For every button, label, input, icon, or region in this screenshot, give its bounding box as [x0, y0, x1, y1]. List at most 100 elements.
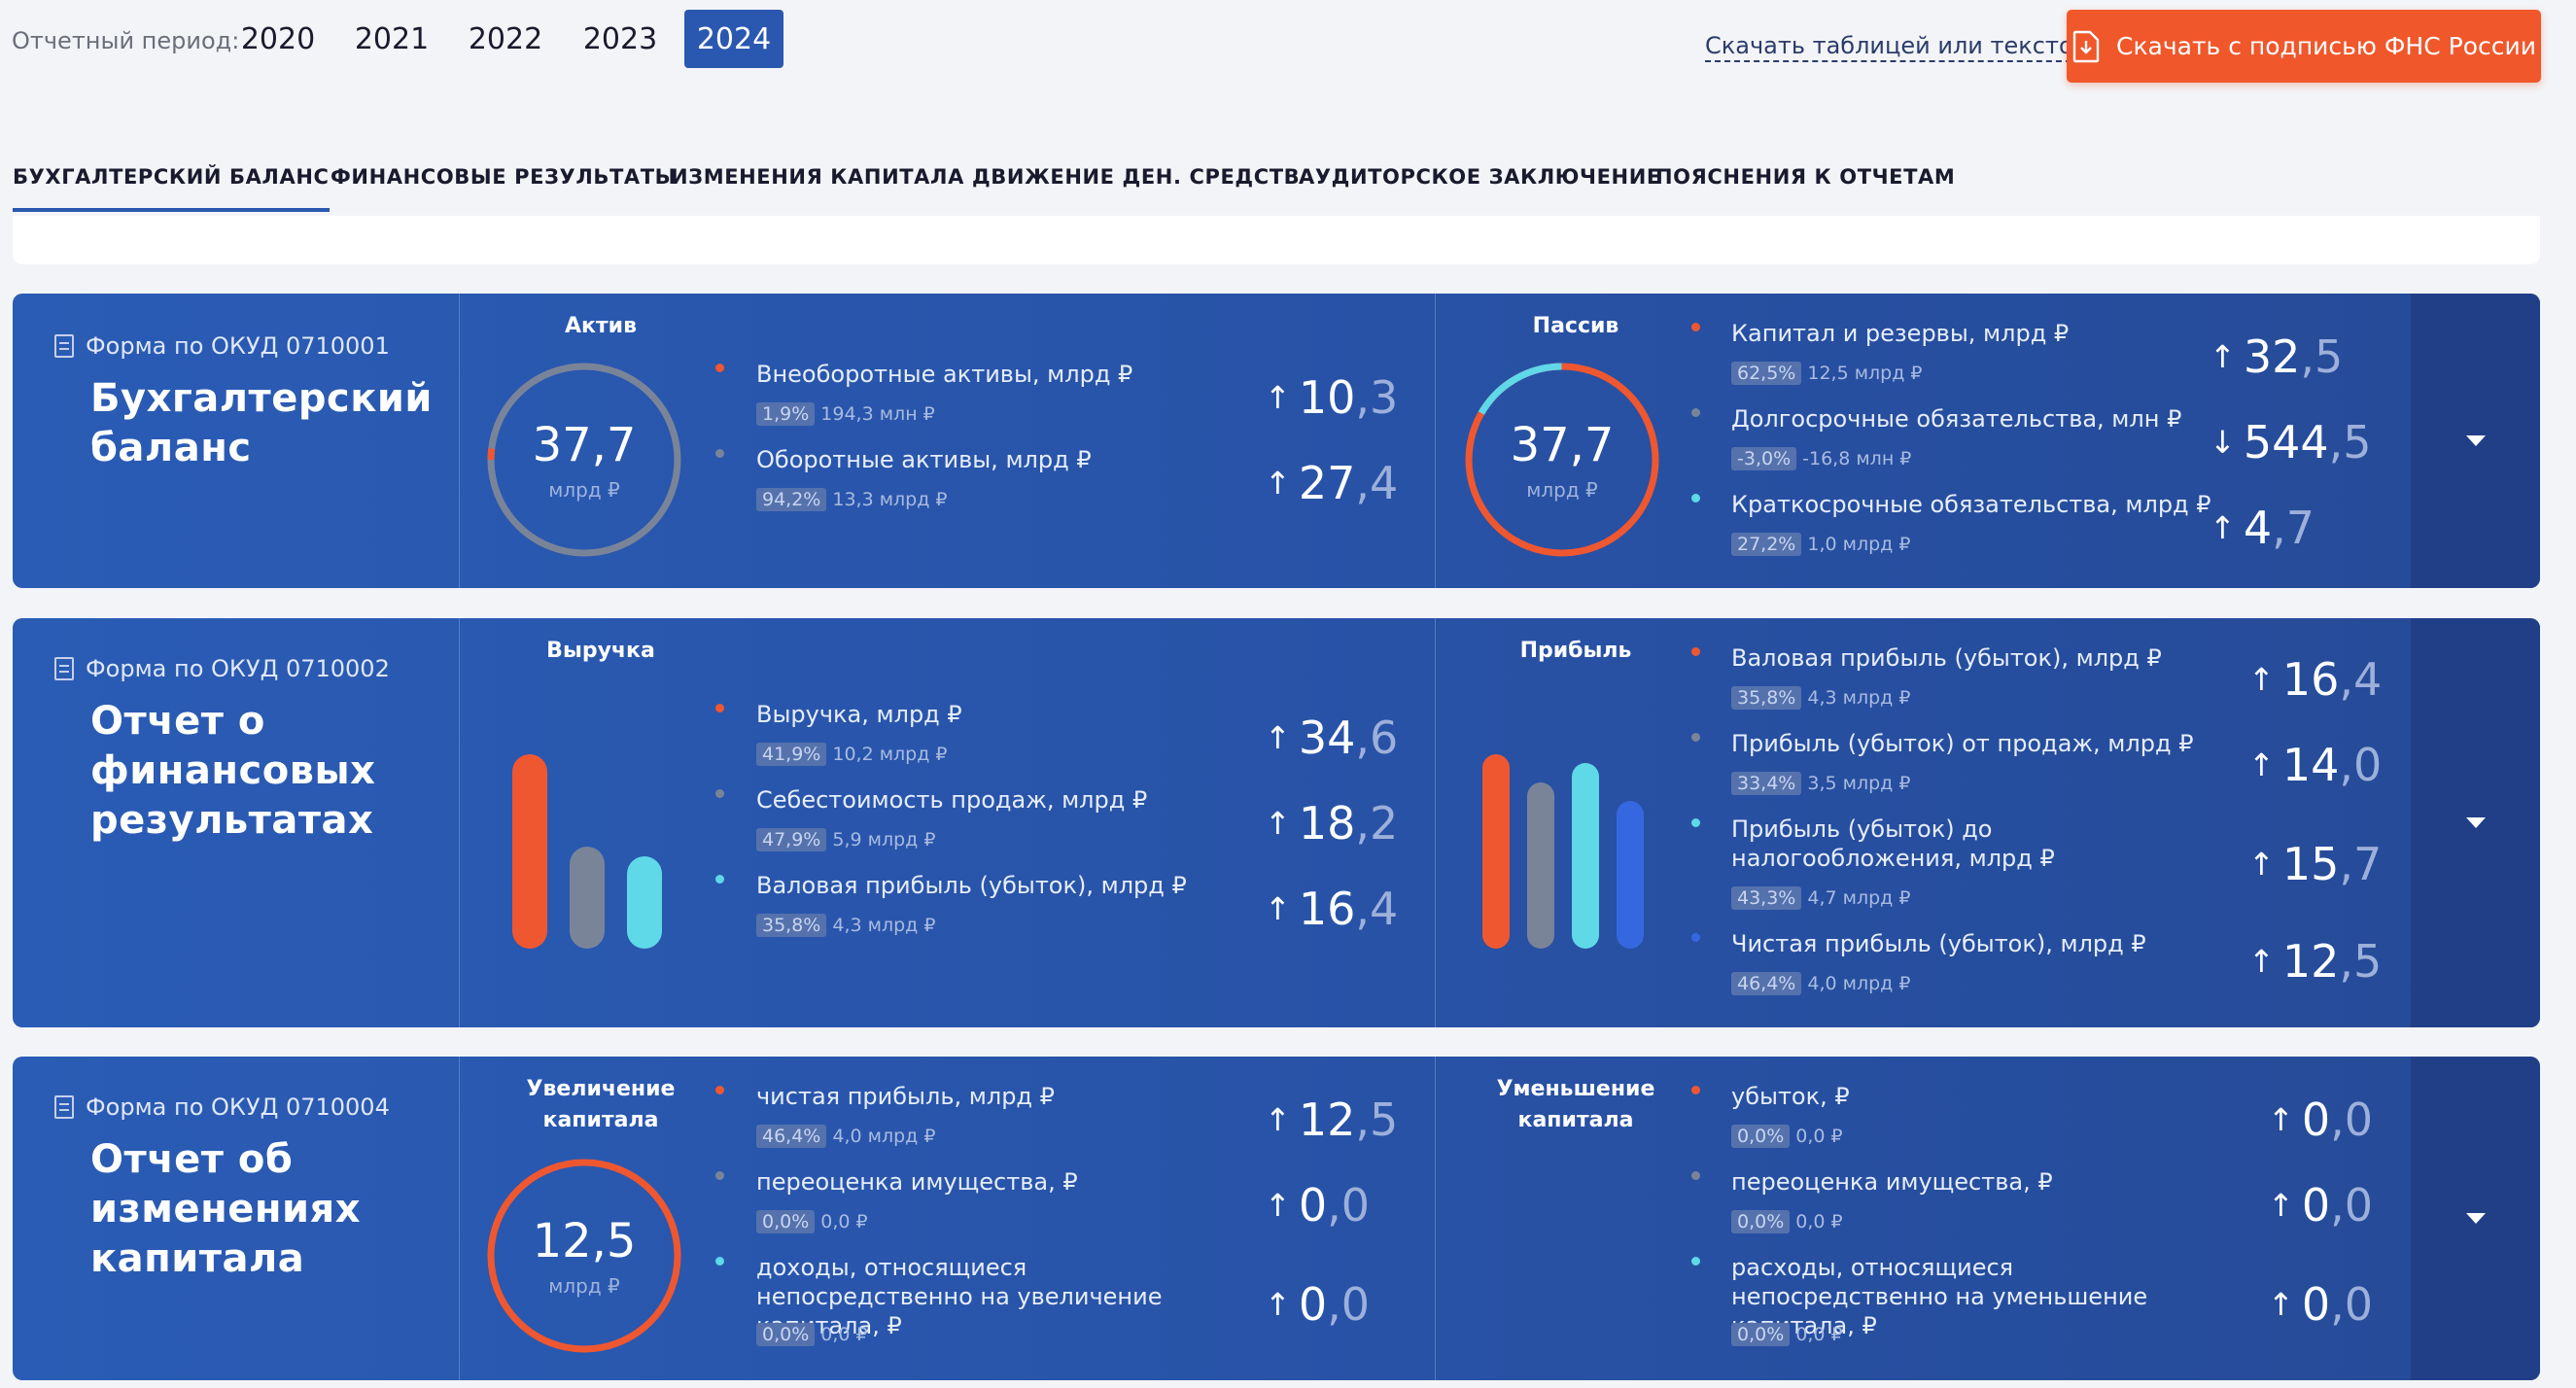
value-frac: ,3 — [1355, 371, 1399, 424]
arrow-up-icon: ↑ — [2268, 1101, 2294, 1138]
legend-dot-red — [1691, 647, 1700, 656]
legend-dot-cyan — [715, 1257, 724, 1266]
liabilities-ring — [1465, 363, 1659, 557]
arrow-up-icon: ↑ — [1265, 1101, 1291, 1138]
arrow-up-icon: ↑ — [1265, 1187, 1291, 1224]
card-title: Отчет о финансовых результатах — [90, 699, 376, 843]
section-title-liabilities: Пассив — [1532, 314, 1619, 338]
value-int: 12 — [2281, 935, 2340, 988]
metric-share: 0,0% 0,0 ₽ — [1731, 1323, 1843, 1346]
tab-balance[interactable]: БУХГАЛТЕРСКИЙ БАЛАНС — [13, 165, 330, 212]
value-frac: ,2 — [1355, 797, 1399, 850]
value-frac: ,4 — [1355, 883, 1399, 935]
value-int: 0 — [2301, 1179, 2331, 1232]
year-2021[interactable]: 2021 — [354, 21, 430, 56]
share-value: 4,3 млрд ₽ — [1807, 687, 1911, 709]
metric-label: доходы, относящиеся непосредственно на у… — [756, 1254, 1163, 1339]
form-code: Форма по ОКУД 0710002 — [54, 655, 390, 682]
metric-value: ↑ 16,4 — [2248, 653, 2382, 706]
tab-audit-report[interactable]: АУДИТОРСКОЕ ЗАКЛЮЧЕНИЕ — [1299, 165, 1661, 189]
card-capital-changes: Форма по ОКУД 0710004 Отчет об изменения… — [13, 1057, 2540, 1380]
legend-dot-red — [1691, 1086, 1700, 1094]
metric-share: 27,2% 1,0 млрд ₽ — [1731, 533, 1910, 556]
form-code: Форма по ОКУД 0710004 — [54, 1093, 390, 1121]
tab-cash-flow[interactable]: ДВИЖЕНИЕ ДЕН. СРЕДСТВ — [972, 165, 1301, 189]
metric-label: Капитал и резервы, млрд ₽ — [1731, 320, 2070, 347]
arrow-up-icon: ↑ — [1265, 890, 1291, 927]
share-badge: 27,2% — [1731, 533, 1802, 556]
metric-label: Валовая прибыль (убыток), млрд ₽ — [1731, 644, 2162, 672]
metric-label: переоценка имущества, ₽ — [1731, 1168, 2053, 1196]
metric-label: Чистая прибыль (убыток), млрд ₽ — [1731, 930, 2146, 957]
assets-ring — [487, 363, 681, 557]
value-int: 10 — [1298, 371, 1356, 424]
card-title: Бухгалтерский баланс — [90, 376, 433, 470]
section-title-revenue: Выручка — [546, 639, 655, 663]
share-value: 1,0 млрд ₽ — [1807, 534, 1911, 555]
metric-share: 35,8% 4,3 млрд ₽ — [1731, 686, 1910, 710]
share-badge: 41,9% — [756, 743, 827, 766]
liabilities-total-value: 37,7 — [1510, 418, 1615, 472]
legend-dot-gray — [715, 449, 724, 458]
share-value: 13,3 млрд ₽ — [832, 489, 948, 510]
metric-share: 0,0% 0,0 ₽ — [756, 1210, 868, 1233]
expand-balance-button[interactable] — [2411, 294, 2540, 588]
share-badge: 35,8% — [756, 914, 827, 937]
share-badge: 46,4% — [1731, 972, 1802, 995]
tab-capital-changes[interactable]: ИЗМЕНЕНИЯ КАПИТАЛА — [671, 165, 964, 189]
form-code-text: Форма по ОКУД 0710002 — [86, 655, 390, 682]
metric-share: 0,0% 0,0 ₽ — [1731, 1210, 1843, 1233]
value-frac: ,0 — [2330, 1278, 2373, 1331]
document-icon — [54, 1095, 74, 1119]
expand-capital-changes-button[interactable] — [2411, 1057, 2540, 1380]
metric-value: ↑ 0,0 — [1265, 1278, 1370, 1331]
section-title-profit: Прибыль — [1519, 639, 1632, 663]
expand-financial-results-button[interactable] — [2411, 618, 2540, 1027]
share-value: 0,0 ₽ — [1795, 1126, 1843, 1147]
tab-financial-results[interactable]: ФИНАНСОВЫЕ РЕЗУЛЬТАТЫ — [331, 165, 678, 189]
download-table-link[interactable]: Скачать таблицей или текстом — [1705, 32, 2091, 62]
card-title: Отчет об изменениях капитала — [90, 1137, 362, 1281]
value-frac: ,6 — [1355, 711, 1399, 764]
metric-label: переоценка имущества, ₽ — [756, 1168, 1078, 1196]
year-2022[interactable]: 2022 — [468, 21, 543, 56]
download-file-icon — [2072, 30, 2100, 62]
value-int: 16 — [1298, 883, 1356, 935]
card-capital-header: Форма по ОКУД 0710004 Отчет об изменения… — [13, 1057, 460, 1380]
capital-increase-value: 12,5 — [532, 1214, 637, 1268]
share-badge: 47,9% — [756, 828, 827, 851]
share-value: -16,8 млн ₽ — [1802, 448, 1912, 469]
arrow-up-icon: ↑ — [2210, 338, 2236, 375]
assets-total-unit: млрд ₽ — [548, 478, 620, 502]
chevron-down-icon — [2465, 1213, 2486, 1224]
legend-dot-gray — [715, 789, 724, 798]
value-frac: ,7 — [2339, 838, 2383, 890]
value-int: 0 — [1298, 1179, 1328, 1232]
share-badge: 0,0% — [756, 1323, 816, 1346]
year-2023[interactable]: 2023 — [582, 21, 658, 56]
bar-1 — [512, 754, 547, 949]
download-signed-button[interactable]: Скачать с подписью ФНС России — [2067, 10, 2541, 83]
tab-notes[interactable]: ПОЯСНЕНИЯ К ОТЧЕТАМ — [1655, 165, 1956, 189]
year-2024[interactable]: 2024 — [684, 10, 783, 68]
value-int: 34 — [1298, 711, 1356, 764]
value-frac: ,5 — [2339, 935, 2383, 988]
value-frac: ,0 — [2330, 1179, 2373, 1232]
bar-2 — [1527, 782, 1554, 949]
legend-dot-cyan — [1691, 1257, 1700, 1266]
value-frac: ,0 — [2330, 1093, 2373, 1146]
divider — [1435, 294, 1436, 588]
value-int: 15 — [2281, 838, 2340, 890]
metric-value: ↑ 18,2 — [1265, 797, 1398, 850]
metric-share: 0,0% 0,0 ₽ — [1731, 1125, 1843, 1148]
form-code-text: Форма по ОКУД 0710004 — [86, 1093, 390, 1121]
share-badge: 0,0% — [756, 1210, 816, 1233]
metric-label: Внеоборотные активы, млрд ₽ — [756, 361, 1133, 388]
year-2020[interactable]: 2020 — [240, 21, 316, 56]
bar-2 — [570, 847, 605, 949]
metric-label: Прибыль (убыток) от продаж, млрд ₽ — [1731, 730, 2194, 757]
card-financial-results: Форма по ОКУД 0710002 Отчет о финансовых… — [13, 618, 2540, 1027]
metric-label: Прибыль (убыток) до налогообложения, млр… — [1731, 815, 2055, 872]
card-balance: Форма по ОКУД 0710001 Бухгалтерский бала… — [13, 294, 2540, 588]
metric-label: Валовая прибыль (убыток), млрд ₽ — [756, 872, 1187, 899]
